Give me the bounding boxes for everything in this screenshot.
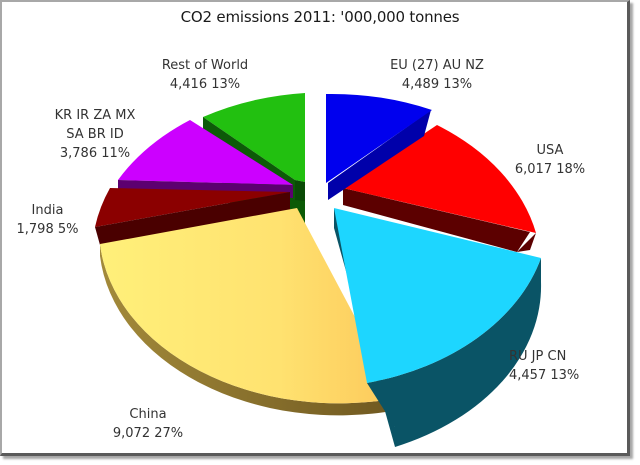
label-china-name: China	[129, 407, 167, 422]
label-eu-au-nz: EU (27) AU NZ 4,489 13%	[372, 56, 502, 94]
slice-usa	[343, 125, 536, 252]
label-row-value: 4,416 13%	[169, 77, 241, 92]
slice-eu-au-nz	[326, 93, 432, 200]
label-kr-value: 3,786 11%	[59, 146, 131, 161]
label-eu-name: EU (27) AU NZ	[390, 58, 484, 73]
label-ru-jp-cn: RU JP CN 4,457 13%	[509, 347, 619, 385]
label-rujpcn-value: 4,457 13%	[509, 368, 580, 383]
label-rujpcn-name: RU JP CN	[509, 349, 567, 364]
label-india-name: India	[31, 203, 64, 218]
label-india: India 1,798 5%	[5, 201, 90, 239]
label-usa-value: 6,017 18%	[514, 162, 586, 177]
label-row-name: Rest of World	[161, 58, 249, 73]
label-kr-ir-za-mx-sa-br-id: KR IR ZA MX SA BR ID 3,786 11%	[20, 106, 170, 163]
label-kr-name-line1: KR IR ZA MX	[54, 108, 136, 123]
slice-india	[95, 188, 290, 245]
chart-title: CO2 emissions 2011: '000,000 tonnes	[180, 8, 460, 26]
label-eu-value: 4,489 13%	[401, 77, 473, 92]
slice-ru-jp-cn	[334, 208, 542, 447]
label-rest-of-world: Rest of World 4,416 13%	[140, 56, 270, 94]
slice-china	[100, 208, 398, 416]
label-kr-name-line2: SA BR ID	[66, 127, 124, 142]
label-usa: USA 6,017 18%	[490, 141, 610, 179]
label-usa-name: USA	[536, 143, 564, 158]
label-india-value: 1,798 5%	[16, 222, 79, 237]
label-china: China 9,072 27%	[88, 405, 208, 443]
label-china-value: 9,072 27%	[112, 426, 184, 441]
